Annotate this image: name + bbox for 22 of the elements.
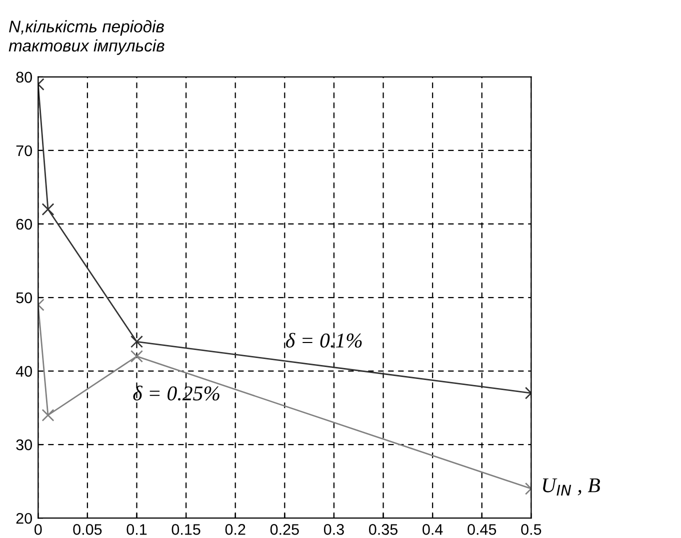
x-axis-title: U$_{IN}$ , B bbox=[542, 478, 600, 496]
x-tick-label: 0.25 bbox=[270, 524, 299, 535]
x-tick-label: 0.45 bbox=[468, 524, 496, 535]
y-tick-label: 60 bbox=[16, 218, 32, 230]
y-tick-label: 70 bbox=[16, 145, 32, 156]
y-tick-label: 20 bbox=[16, 512, 32, 524]
x-tick-label: 0.35 bbox=[369, 524, 398, 535]
x-tick-label: 0.15 bbox=[172, 524, 200, 535]
series-label: δ = 0.1% bbox=[286, 332, 362, 348]
y-tick-label: 80 bbox=[16, 72, 32, 83]
x-tick-label: 0.05 bbox=[73, 524, 102, 535]
x-tick-label: 0.3 bbox=[324, 524, 344, 535]
y-tick-label: 30 bbox=[16, 439, 32, 450]
y-tick-label: 50 bbox=[16, 292, 32, 304]
x-tick-label: 0 bbox=[34, 524, 42, 535]
series-label: δ = 0.25% bbox=[133, 386, 220, 401]
x-tick-label: 0.5 bbox=[521, 524, 542, 535]
y-axis-title: N,кількість періодів тактових імпульсів bbox=[8, 20, 164, 55]
x-tick-label: 0.2 bbox=[225, 524, 246, 535]
y-tick-label: 40 bbox=[16, 366, 32, 377]
x-tick-label: 0.4 bbox=[422, 524, 443, 535]
x-tick-label: 0.1 bbox=[126, 524, 147, 535]
